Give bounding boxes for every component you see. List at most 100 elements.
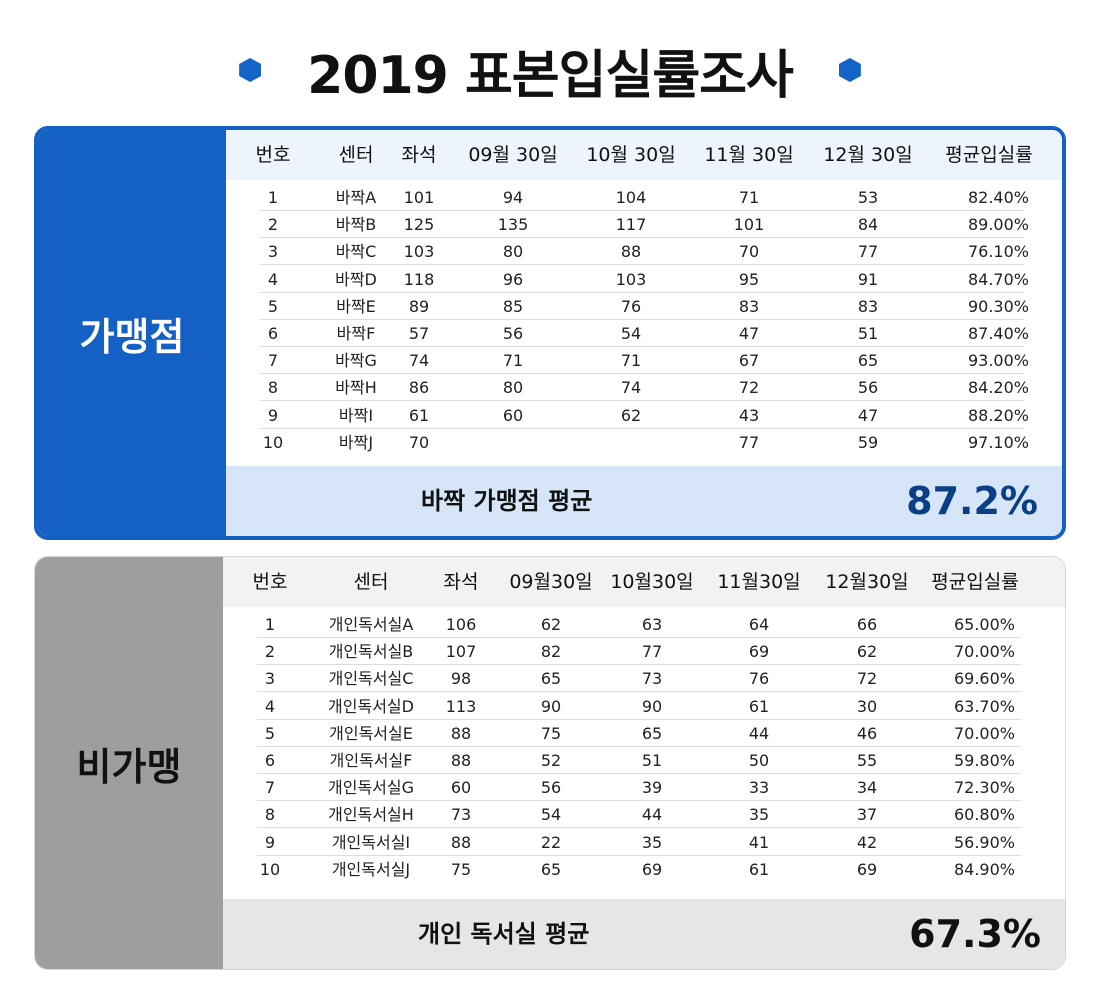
average-rate-cell: 84.70% [967, 269, 1029, 289]
sep-cell: 96 [502, 269, 524, 289]
average-rate-cell: 88.20% [967, 405, 1029, 425]
average-rate-cell: 97.10% [967, 432, 1029, 452]
average-rate-cell: 70.00% [953, 723, 1015, 743]
center-cell: 바짝I [338, 405, 374, 425]
table-header: 번호 센터 좌석 09월30일 10월30일 11월30일 12월30일 평균입실률 [223, 557, 1065, 607]
column-header: 12월30일 [825, 571, 909, 593]
oct-cell: 35 [641, 832, 663, 852]
seats-cell: 125 [403, 215, 435, 235]
row-divider [257, 827, 1021, 829]
row-divider [257, 854, 1021, 856]
column-header: 09월 30일 [468, 144, 558, 166]
oct-cell: 44 [641, 805, 663, 825]
nov-cell: 95 [738, 269, 760, 289]
center-cell: 개인독서실C [328, 669, 414, 689]
center-cell: 바짝F [336, 324, 376, 343]
nov-cell: 33 [748, 778, 770, 798]
center-cell: 바짝G [335, 351, 377, 371]
nov-cell: 44 [748, 723, 770, 743]
table-row: 4 바짝D 118 96 103 95 91 84.70% [226, 266, 1062, 293]
row-divider [257, 773, 1021, 774]
dec-cell: 65 [857, 351, 879, 371]
oct-cell: 77 [641, 642, 663, 662]
number-cell: 9 [267, 405, 279, 425]
number-cell: 10 [262, 432, 284, 452]
row-divider [257, 745, 1021, 747]
title-bar: 2019 표본입실률조사 [0, 30, 1100, 110]
column-header: 10월 30일 [586, 144, 676, 166]
number-cell: 5 [264, 723, 276, 743]
oct-cell: 63 [641, 615, 663, 634]
franchise-table: 번호 센터 좌석 09월 30일 10월 30일 11월 30일 12월 30일 평균입실률 … [226, 130, 1062, 536]
row-divider [260, 346, 1024, 347]
nonfranchise-table: 번호 센터 좌석 09월30일 10월30일 11월30일 12월30일 평균입실률 1 개인독… [223, 557, 1065, 969]
center-cell: 개인독서실B [328, 642, 414, 662]
oct-cell: 103 [615, 269, 647, 289]
average-rate-cell: 72.30% [953, 778, 1015, 798]
number-cell: 6 [267, 324, 279, 343]
number-cell: 6 [264, 751, 276, 770]
row-divider [260, 400, 1024, 402]
dec-cell: 84 [857, 215, 879, 235]
dec-cell: 91 [857, 269, 879, 289]
sep-cell: 60 [502, 405, 524, 425]
nov-cell: 83 [738, 296, 760, 316]
dec-cell: 37 [856, 805, 878, 825]
sep-cell: 52 [540, 751, 562, 770]
table-row: 1 개인독서실A 106 62 63 64 66 65.00% [223, 611, 1065, 638]
center-cell: 바짝D [335, 269, 377, 289]
table-row: 7 바짝G 74 71 71 67 65 93.00% [226, 347, 1062, 375]
row-divider [260, 210, 1024, 211]
number-cell: 8 [267, 378, 279, 398]
seats-cell: 60 [450, 778, 472, 798]
column-header: 센터 [338, 144, 374, 166]
sep-cell: 54 [540, 805, 562, 825]
seats-cell: 57 [408, 324, 430, 343]
row-divider [257, 800, 1021, 802]
dec-cell: 69 [856, 859, 878, 879]
table-row: 3 바짝C 103 80 88 70 77 76.10% [226, 238, 1062, 266]
column-header: 10월30일 [610, 571, 694, 593]
seats-cell: 70 [408, 432, 430, 452]
seats-cell: 118 [403, 269, 435, 289]
column-header: 11월30일 [717, 571, 801, 593]
sep-cell: 82 [540, 642, 562, 662]
table-row: 2 개인독서실B 107 82 77 69 62 70.00% [223, 638, 1065, 666]
average-rate-cell: 84.90% [953, 859, 1015, 879]
sep-cell: 22 [540, 832, 562, 852]
seats-cell: 103 [403, 242, 435, 262]
oct-cell: 69 [641, 859, 663, 879]
dec-cell: 59 [857, 432, 879, 452]
table-row: 9 개인독서실I 88 22 35 41 42 56.90% [223, 829, 1065, 856]
sep-cell: 65 [540, 669, 562, 689]
nov-cell: 71 [738, 188, 760, 207]
center-cell: 개인독서실J [331, 859, 411, 879]
table-row: 8 개인독서실H 73 54 44 35 37 60.80% [223, 801, 1065, 829]
average-rate-cell: 65.00% [953, 615, 1015, 634]
dec-cell: 77 [857, 242, 879, 262]
average-rate-cell: 56.90% [953, 832, 1015, 852]
average-value: 87.2% [906, 479, 1038, 523]
center-cell: 개인독서실A [328, 615, 414, 634]
row-divider [260, 427, 1024, 429]
dec-cell: 46 [856, 723, 878, 743]
average-rate-cell: 93.00% [967, 351, 1029, 371]
seats-cell: 88 [450, 723, 472, 743]
oct-cell: 65 [641, 723, 663, 743]
average-rate-cell: 76.10% [967, 242, 1029, 262]
oct-cell: 73 [641, 669, 663, 689]
row-divider [257, 718, 1021, 720]
column-header: 번호 [255, 144, 291, 166]
row-divider [257, 637, 1021, 638]
nov-cell: 67 [738, 351, 760, 371]
average-label: 개인 독서실 평균 [418, 920, 590, 948]
number-cell: 2 [264, 642, 276, 662]
column-header: 평균입실률 [931, 571, 1019, 593]
center-cell: 개인독서실I [331, 832, 411, 852]
nov-cell: 50 [748, 751, 770, 770]
nov-cell: 47 [738, 324, 760, 343]
sep-cell: 75 [540, 723, 562, 743]
table-header: 번호 센터 좌석 09월 30일 10월 30일 11월 30일 12월 30일 평균입실률 [226, 130, 1062, 180]
number-cell: 3 [267, 242, 279, 262]
franchise-panel: 가맹점 번호 센터 좌석 09월 30일 10월 30일 11월 30일 12월 30일 평균… [34, 126, 1066, 540]
